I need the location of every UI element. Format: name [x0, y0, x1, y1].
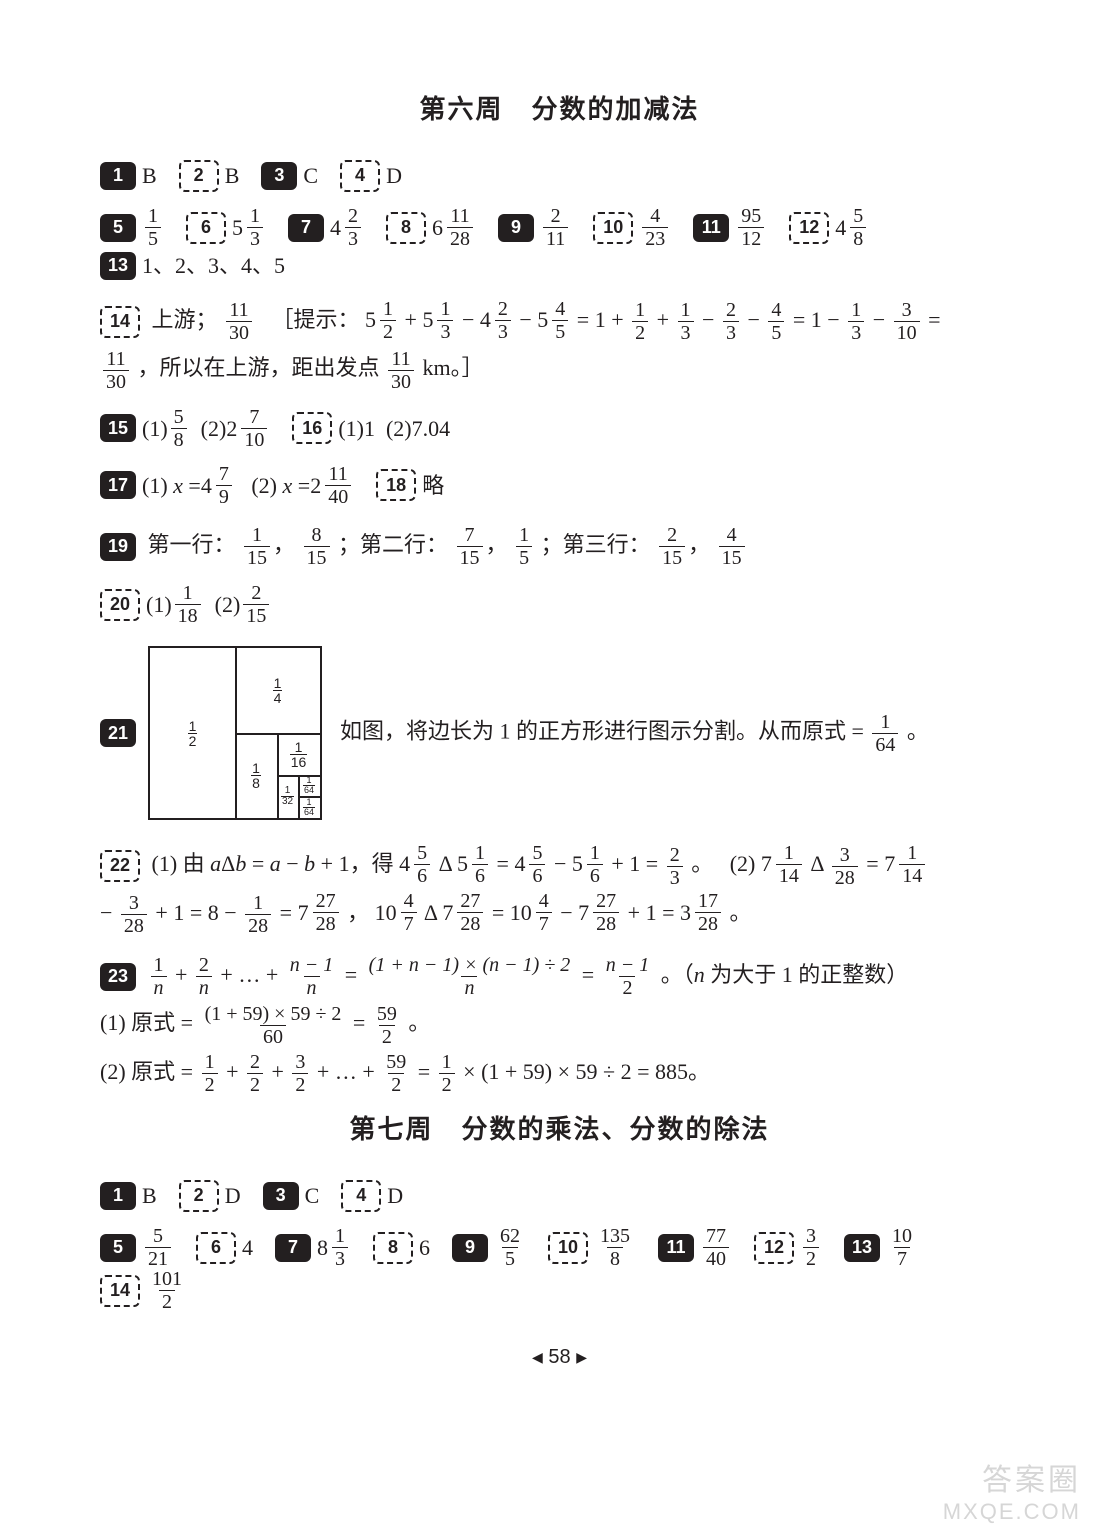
badge-10: 10: [593, 212, 633, 244]
ans-13: 1、2、3、4、5: [142, 249, 285, 282]
q21: 21 12 14 18 116 132 164 164 如图，将边长为 1 的正…: [100, 646, 1019, 820]
badge-4b: 4: [341, 1180, 381, 1212]
badge-1b: 1: [100, 1182, 136, 1210]
q22: 22 (1) 由 aΔb = a − b + 1，得 456 Δ 516 = 4…: [100, 840, 1019, 937]
answer-row-4: 5521 64 7813 86 9625 101358 117740 1232 …: [100, 1226, 1019, 1312]
q23: 23 1n + 2n + … + n − 1n = (1 + n − 1) × …: [100, 951, 1019, 1096]
badge-22: 22: [100, 850, 140, 882]
badge-13: 13: [100, 252, 136, 280]
ans-2: B: [225, 159, 240, 192]
ans-7: 423: [330, 206, 364, 249]
badge-6: 6: [186, 212, 226, 244]
badge-1: 1: [100, 162, 136, 190]
q21-caption: 如图，将边长为 1 的正方形进行图示分割。从而原式 = 164 。: [340, 712, 929, 755]
watermark: 答案圈 MXQE.COM: [943, 1464, 1081, 1524]
section-heading-6: 第六周 分数的加减法: [100, 90, 1019, 129]
badge-9: 9: [498, 214, 534, 242]
badge-19: 19: [100, 533, 136, 561]
ans-4: D: [386, 159, 402, 192]
ans-5: 15: [145, 206, 161, 249]
ans-6: 513: [232, 206, 266, 249]
ans-9: 211: [543, 206, 568, 249]
badge-14b: 14: [100, 1275, 140, 1307]
badge-11b: 11: [658, 1234, 694, 1262]
badge-14: 14: [100, 306, 140, 338]
answer-row-1: 1B 2B 3C 4D: [100, 159, 1019, 192]
badge-21: 21: [100, 719, 136, 747]
badge-6b: 6: [196, 1232, 236, 1264]
ans-10: 423: [642, 206, 668, 249]
q17-q18: 17 (1) x = 479 (2) x = 21140 18略: [100, 464, 1019, 507]
ans-3: C: [303, 159, 318, 192]
badge-5: 5: [100, 214, 136, 242]
q19: 19 第一行： 115， 815 ；第二行： 715， 15 ；第三行： 215…: [100, 521, 1019, 569]
badge-16: 16: [292, 412, 332, 444]
badge-5b: 5: [100, 1234, 136, 1262]
page-number: ◀ 58 ▶: [100, 1342, 1019, 1372]
unit-square-diagram: 12 14 18 116 132 164 164: [148, 646, 322, 820]
badge-10b: 10: [548, 1232, 588, 1264]
badge-20: 20: [100, 589, 140, 621]
section-heading-7: 第七周 分数的乘法、分数的除法: [100, 1110, 1019, 1149]
badge-4: 4: [340, 160, 380, 192]
badge-18: 18: [376, 469, 416, 501]
badge-12: 12: [789, 212, 829, 244]
badge-8b: 8: [373, 1232, 413, 1264]
ans-1: B: [142, 159, 157, 192]
ans-12: 458: [835, 206, 869, 249]
badge-7b: 7: [275, 1234, 311, 1262]
badge-13b: 13: [844, 1234, 880, 1262]
badge-3: 3: [261, 162, 297, 190]
ans-11: 9512: [738, 206, 764, 249]
badge-8: 8: [386, 212, 426, 244]
badge-11: 11: [693, 214, 729, 242]
badge-3b: 3: [263, 1182, 299, 1210]
page: 第六周 分数的加减法 1B 2B 3C 4D 5 15 6 513 7 423 …: [0, 0, 1099, 1412]
badge-17: 17: [100, 471, 136, 499]
badge-2b: 2: [179, 1180, 219, 1212]
badge-23: 23: [100, 963, 136, 991]
q14: 14 上游； 1130 ［提示： 512 + 513 − 423 − 545 =…: [100, 296, 1019, 393]
answer-row-2: 5 15 6 513 7 423 8 61128 9 211 10 423 11…: [100, 206, 1019, 282]
badge-9b: 9: [452, 1234, 488, 1262]
badge-2: 2: [179, 160, 219, 192]
ans-8: 61128: [432, 206, 476, 249]
answer-row-3: 1B 2D 3C 4D: [100, 1179, 1019, 1212]
q15-q16: 15 (1) 58 (2) 2710 16 (1) 1 (2) 7.04: [100, 407, 1019, 450]
badge-7: 7: [288, 214, 324, 242]
badge-12b: 12: [754, 1232, 794, 1264]
badge-15: 15: [100, 414, 136, 442]
q20: 20 (1) 118 (2) 215: [100, 583, 1019, 626]
